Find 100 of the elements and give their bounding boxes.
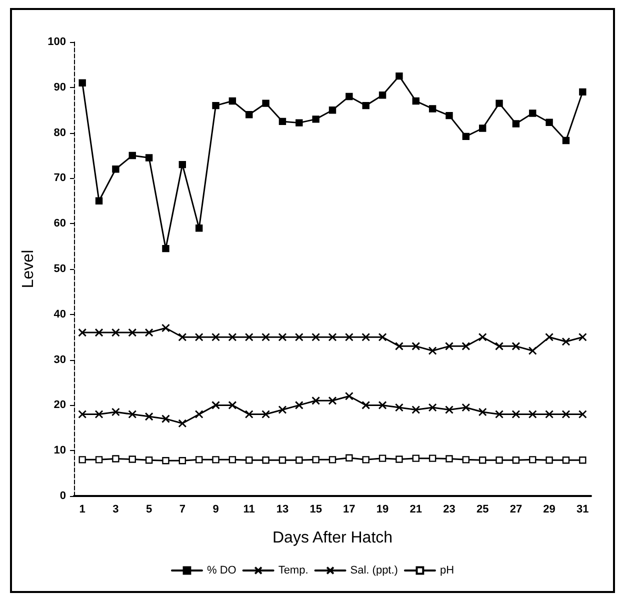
point bbox=[546, 456, 553, 464]
x-axis-title: Days After Hatch bbox=[272, 530, 393, 546]
point bbox=[579, 88, 586, 96]
point bbox=[396, 456, 403, 463]
point bbox=[262, 332, 270, 342]
point bbox=[444, 405, 454, 414]
point bbox=[178, 160, 186, 168]
point bbox=[228, 332, 237, 342]
point bbox=[162, 244, 170, 252]
x-tick-label: 31 bbox=[576, 504, 589, 516]
point bbox=[328, 332, 337, 342]
point bbox=[95, 197, 103, 204]
point bbox=[428, 454, 436, 462]
point bbox=[94, 410, 104, 419]
point bbox=[412, 454, 420, 462]
point bbox=[428, 346, 437, 355]
point bbox=[528, 410, 537, 419]
point bbox=[195, 224, 203, 232]
point bbox=[161, 414, 170, 424]
y-tick-label: 0 bbox=[60, 490, 66, 502]
point bbox=[512, 410, 520, 419]
point bbox=[328, 106, 336, 114]
point bbox=[111, 328, 120, 337]
point bbox=[496, 456, 503, 464]
y-tick-label: 90 bbox=[54, 81, 66, 94]
point bbox=[362, 456, 370, 464]
point bbox=[378, 400, 387, 410]
point bbox=[195, 456, 203, 464]
point bbox=[562, 136, 570, 144]
point bbox=[344, 332, 354, 342]
point bbox=[262, 410, 270, 419]
x-tick-label: 25 bbox=[476, 504, 489, 516]
point bbox=[111, 408, 120, 416]
point bbox=[312, 396, 320, 405]
point bbox=[496, 100, 503, 107]
point bbox=[278, 405, 287, 414]
point bbox=[529, 110, 536, 117]
point bbox=[294, 332, 304, 342]
point bbox=[312, 456, 320, 464]
point bbox=[78, 410, 87, 419]
y-tick-label: 40 bbox=[54, 308, 66, 320]
x-tick-label: 29 bbox=[543, 504, 556, 516]
point bbox=[512, 342, 520, 350]
legend-label: pH bbox=[440, 564, 454, 576]
point bbox=[378, 92, 386, 99]
x-tick-label: 17 bbox=[343, 504, 356, 516]
point bbox=[362, 102, 370, 110]
point bbox=[244, 410, 254, 419]
point bbox=[328, 456, 336, 464]
point bbox=[212, 332, 220, 342]
point bbox=[495, 342, 504, 350]
x-tick-label: 7 bbox=[179, 504, 186, 516]
x-tick-label: 1 bbox=[79, 504, 86, 516]
y-tick-label: 80 bbox=[54, 126, 66, 139]
point bbox=[312, 332, 320, 342]
point bbox=[246, 111, 253, 118]
point bbox=[262, 456, 270, 464]
point bbox=[178, 332, 187, 342]
point bbox=[562, 410, 570, 419]
point bbox=[278, 456, 286, 464]
legend-label: Temp. bbox=[278, 564, 308, 576]
y-tick-label: 50 bbox=[54, 263, 66, 275]
point bbox=[346, 92, 353, 100]
point bbox=[112, 166, 120, 173]
legend-label: % DO bbox=[206, 564, 237, 576]
point bbox=[512, 456, 520, 464]
point bbox=[246, 456, 253, 464]
point bbox=[212, 102, 220, 110]
point bbox=[128, 410, 137, 419]
point bbox=[144, 328, 154, 337]
point bbox=[346, 454, 353, 462]
point bbox=[212, 456, 220, 464]
point bbox=[128, 456, 136, 463]
point bbox=[178, 456, 186, 464]
point bbox=[144, 412, 154, 421]
point bbox=[579, 456, 586, 464]
point bbox=[378, 454, 386, 462]
point bbox=[412, 405, 420, 414]
point bbox=[478, 332, 487, 342]
x-tick-label: 27 bbox=[510, 504, 522, 516]
point bbox=[462, 403, 470, 412]
point bbox=[495, 410, 504, 419]
point bbox=[328, 396, 337, 405]
point bbox=[194, 410, 204, 419]
point bbox=[562, 456, 570, 464]
point bbox=[462, 132, 470, 140]
point bbox=[378, 332, 387, 342]
point bbox=[462, 456, 470, 464]
point bbox=[128, 152, 136, 160]
point bbox=[444, 342, 454, 350]
point bbox=[545, 332, 554, 342]
point bbox=[512, 120, 520, 128]
point bbox=[178, 419, 187, 428]
x-tick-label: 19 bbox=[376, 504, 389, 516]
point bbox=[546, 118, 553, 126]
point bbox=[362, 400, 370, 410]
point bbox=[228, 400, 237, 410]
point bbox=[296, 456, 303, 464]
point bbox=[578, 410, 587, 419]
point bbox=[212, 400, 220, 410]
